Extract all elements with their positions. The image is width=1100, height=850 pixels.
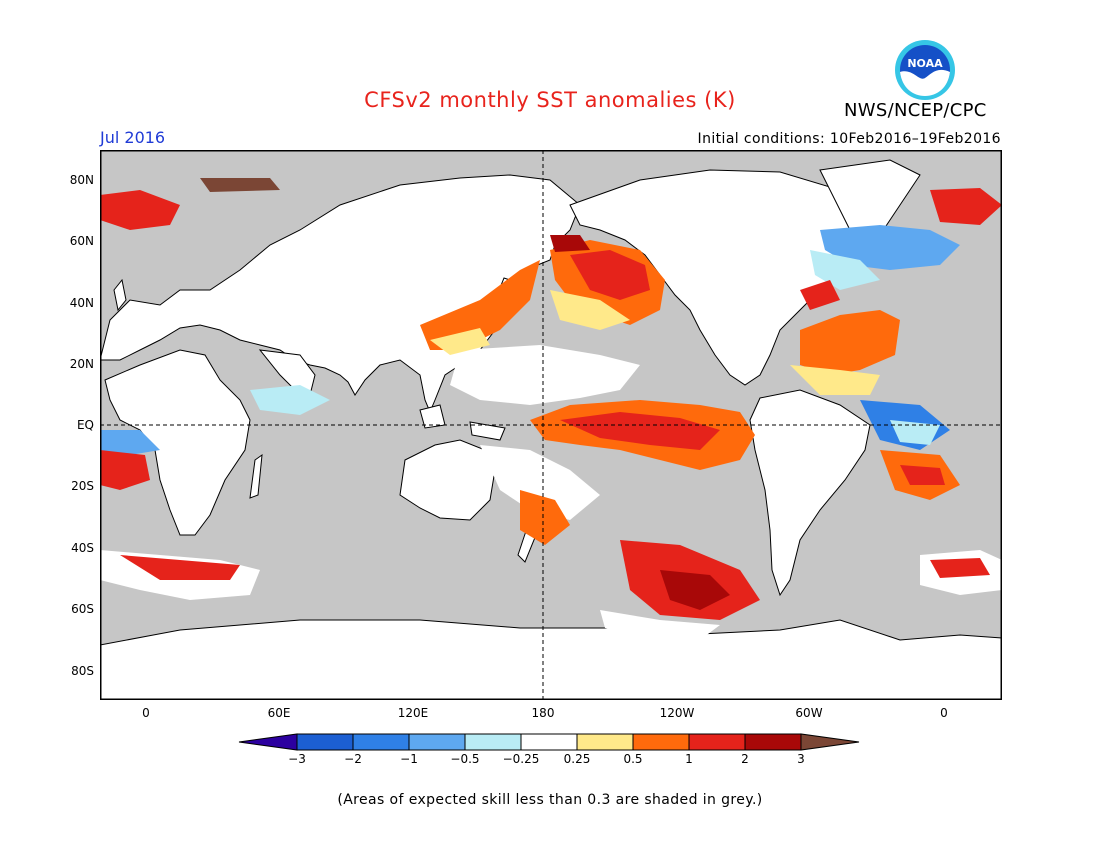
map-title: CFSv2 monthly SST anomalies (K) [364,88,736,112]
lon-label: 180 [531,706,555,720]
footnote: (Areas of expected skill less than 0.3 a… [337,792,763,808]
lon-label: 120W [659,706,695,720]
anomaly-south-pacific-white [600,610,720,640]
colorbar-label: −2 [344,752,362,766]
landmass-uk [113,278,127,312]
anomaly-n-atlantic-lightcool [810,250,880,290]
lat-label: 60S [71,602,94,616]
sst-anomaly-map [100,150,1002,700]
lon-label: 60E [267,706,291,720]
anomaly-arctic-nordic-warm [100,190,180,230]
lat-label: 60N [69,234,94,248]
landmass-greenland [819,159,921,241]
anomaly-nw-pacific-warm [420,260,540,350]
noaa-logo-text: NOAA [907,57,943,70]
anomaly-n-atlantic-yellow [790,365,880,395]
colorbar-label: 1 [685,752,693,766]
landmass-new-guinea [469,421,506,441]
lat-label: 20S [71,479,94,493]
noaa-logo: NOAA [893,38,957,106]
landmass-antarctica [100,619,1002,700]
colorbar-label: −0.5 [450,752,480,766]
colorbar-segment [464,733,522,751]
anomaly-s-atlantic-core [900,465,945,485]
anomaly-arctic-east-warm [930,188,1002,225]
map-frame [100,150,1002,700]
colorbar-segment [632,733,690,751]
colorbar-label: −1 [400,752,418,766]
anomaly-trop-atlantic-lightcool [890,420,940,445]
lon-label: 0 [940,706,948,720]
colorbar-segment [352,733,410,751]
colorbar-label: 3 [797,752,805,766]
anomaly-n-atlantic-cool [820,225,960,270]
lat-label: 40S [71,541,94,555]
colorbar-segment [408,733,466,751]
map-gridlines [100,150,1002,700]
anomaly-gulf-stream-warm [800,280,840,310]
lon-label: 120E [397,706,429,720]
valid-month-label: Jul 2016 [100,128,166,147]
colorbar-segment [296,733,354,751]
colorbar-segment [800,733,860,751]
colorbar-label: 0.5 [623,752,643,766]
colorbar-segment [520,733,578,751]
organization-label: NWS/NCEP/CPC [844,100,987,121]
anomaly-indian-cool [250,385,330,415]
colorbar-segment [576,733,634,751]
anomaly-s-atlantic-south-core [930,558,990,578]
landmass-south-america [749,389,871,597]
anomaly-n-atlantic-warm [800,310,900,375]
anomaly-ne-pacific-core [570,250,650,300]
anomaly-barents-brown [200,178,280,192]
anomaly-patches [100,178,1002,640]
colorbar-label: 2 [741,752,749,766]
landmass-australia [399,439,496,521]
anomaly-tasman-warm [520,490,570,545]
anomaly-central-pacific-white [450,345,640,405]
landmass-madagascar [249,453,263,499]
anomaly-west-africa-cool [100,430,160,455]
anomaly-ne-pacific-yellow [550,290,630,330]
anomaly-s-indian-core [120,555,240,580]
lat-label: 80S [71,664,94,678]
anomaly-nw-pacific-yellow [430,328,490,355]
lat-label: 80N [69,173,94,187]
anomaly-bering-warm [550,235,590,252]
colorbar-segment [744,733,802,751]
initial-conditions-label: Initial conditions: 10Feb2016–19Feb2016 [697,131,1001,147]
colorbar-segment [688,733,746,751]
lat-label: 40N [69,296,94,310]
colorbar-segment [238,733,298,751]
lat-label: EQ [76,418,94,432]
anomaly-benguela-warm [100,450,150,490]
anomaly-eq-pacific-core [560,412,720,450]
colorbar-label: −3 [288,752,306,766]
lon-label: 0 [142,706,150,720]
anomaly-subtropical-pacific [480,445,600,520]
colorbar-label: 0.25 [563,752,591,766]
anomaly-south-pacific-core [660,570,730,610]
lon-label: 60W [795,706,823,720]
colorbar-label: −0.25 [502,752,540,766]
colorbar [238,733,860,751]
lat-label: 20N [69,357,94,371]
